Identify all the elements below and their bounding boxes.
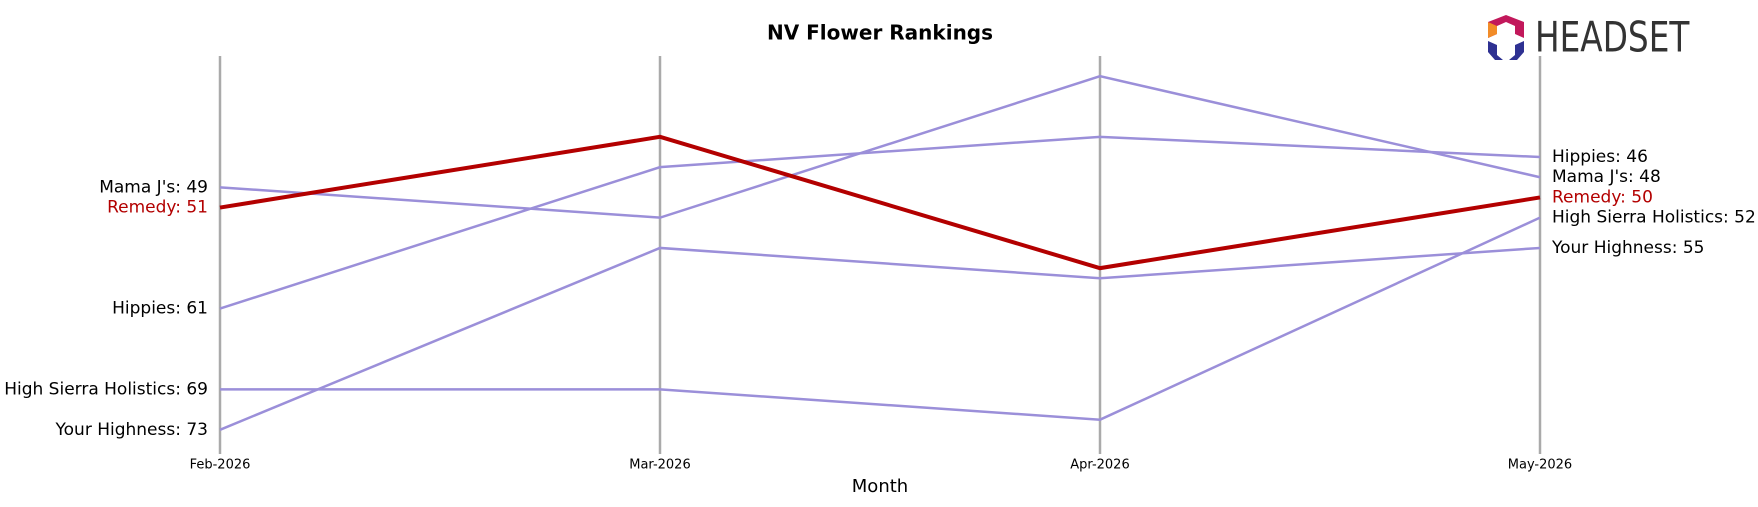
logo: HEADSET bbox=[1488, 13, 1690, 62]
x-axis-label: Month bbox=[852, 476, 908, 497]
value-label: Your Highness: 55 bbox=[1551, 238, 1704, 258]
x-tick-label: Feb-2026 bbox=[190, 458, 251, 473]
logo-text: HEADSET bbox=[1535, 13, 1690, 62]
logo-mark bbox=[1488, 41, 1503, 60]
value-label: High Sierra Holistics: 52 bbox=[1552, 208, 1756, 228]
value-label: Hippies: 46 bbox=[1552, 147, 1648, 167]
series-line bbox=[219, 135, 1541, 310]
logo-mark bbox=[1488, 22, 1497, 38]
value-label: High Sierra Holistics: 69 bbox=[4, 379, 208, 399]
value-label: Your Highness: 73 bbox=[55, 420, 208, 440]
x-tick-label: Apr-2026 bbox=[1070, 458, 1129, 473]
value-label: Mama J's: 49 bbox=[99, 177, 208, 197]
x-tick-label: Mar-2026 bbox=[629, 458, 690, 473]
series-line bbox=[219, 246, 1541, 431]
value-label: Mama J's: 48 bbox=[1552, 167, 1661, 187]
value-label: Hippies: 61 bbox=[112, 299, 208, 319]
series-line bbox=[219, 134, 1541, 271]
value-label: Remedy: 50 bbox=[1552, 187, 1653, 207]
series-line bbox=[220, 216, 1541, 421]
x-tick-label: May-2026 bbox=[1508, 458, 1572, 473]
chart-title: NV Flower Rankings bbox=[767, 21, 993, 45]
logo-mark bbox=[1509, 41, 1524, 60]
value-label: Remedy: 51 bbox=[107, 198, 208, 218]
series-line bbox=[219, 74, 1541, 219]
